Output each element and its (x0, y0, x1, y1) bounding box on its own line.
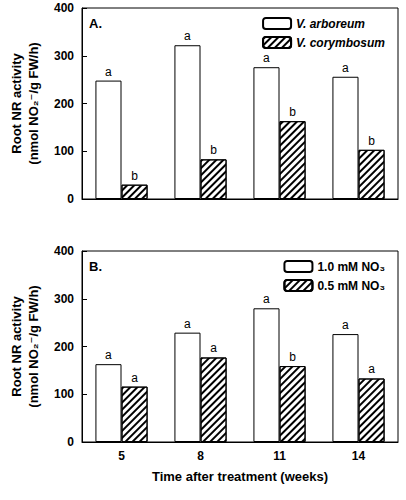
svg-text:b: b (131, 169, 138, 183)
svg-text:(nmol NO₂⁻/g FW/h): (nmol NO₂⁻/g FW/h) (26, 285, 41, 407)
svg-text:0.5 mM NO₃: 0.5 mM NO₃ (317, 279, 385, 293)
svg-text:A.: A. (89, 16, 102, 31)
svg-text:400: 400 (54, 1, 74, 15)
svg-text:Root NR activity: Root NR activity (9, 53, 24, 154)
svg-text:Time after treatment (weeks): Time after treatment (weeks) (152, 469, 328, 484)
svg-text:B.: B. (89, 259, 102, 274)
svg-text:a: a (263, 292, 270, 306)
svg-text:a: a (131, 371, 138, 385)
svg-text:100: 100 (54, 387, 74, 401)
svg-text:14: 14 (352, 449, 366, 463)
svg-text:a: a (342, 318, 349, 332)
svg-text:b: b (368, 134, 375, 148)
svg-text:V. arboreum: V. arboreum (296, 17, 365, 31)
svg-text:400: 400 (54, 244, 74, 258)
svg-text:200: 200 (54, 340, 74, 354)
svg-text:0: 0 (67, 192, 74, 206)
svg-text:(nmol NO₂⁻/g FW/h): (nmol NO₂⁻/g FW/h) (26, 42, 41, 164)
svg-text:a: a (342, 61, 349, 75)
svg-text:300: 300 (54, 49, 74, 63)
svg-text:5: 5 (118, 449, 125, 463)
svg-text:200: 200 (54, 97, 74, 111)
svg-text:a: a (263, 51, 270, 65)
svg-text:a: a (210, 341, 217, 355)
svg-text:0: 0 (67, 435, 74, 449)
svg-text:a: a (105, 348, 112, 362)
svg-text:8: 8 (197, 449, 204, 463)
svg-text:V. corymbosum: V. corymbosum (296, 36, 385, 50)
svg-text:a: a (184, 317, 191, 331)
svg-text:b: b (289, 350, 296, 364)
svg-text:a: a (184, 29, 191, 43)
svg-text:a: a (105, 65, 112, 79)
svg-text:11: 11 (273, 449, 286, 463)
svg-text:a: a (368, 362, 375, 376)
svg-text:Root NR activity: Root NR activity (9, 296, 24, 397)
svg-text:300: 300 (54, 292, 74, 306)
svg-text:b: b (289, 105, 296, 119)
svg-text:b: b (210, 143, 217, 157)
svg-text:1.0 mM NO₃: 1.0 mM NO₃ (317, 260, 385, 274)
svg-text:100: 100 (54, 144, 74, 158)
